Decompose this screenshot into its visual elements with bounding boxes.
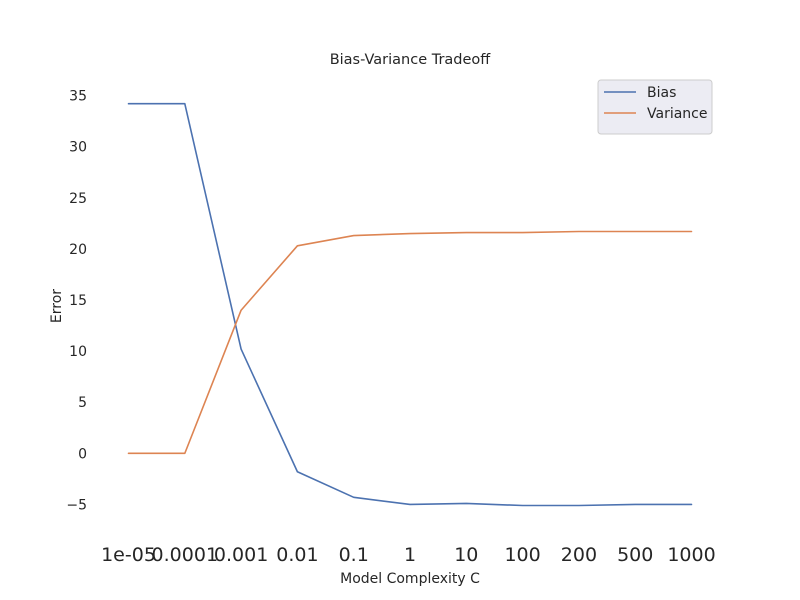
legend-label-variance: Variance (647, 106, 707, 122)
x-axis-label: Model Complexity C (340, 571, 480, 587)
series-line-variance (127, 230, 693, 455)
y-tick-label: 10 (69, 344, 87, 360)
x-tick-label: 500 (617, 544, 653, 566)
y-tick-label: 0 (78, 446, 87, 462)
legend: Bias Variance (597, 79, 713, 135)
y-tick-label: 15 (69, 293, 87, 309)
x-tick-label: 1e-05 (101, 544, 156, 566)
y-axis-label: Error (49, 289, 65, 323)
x-tick-label: 0.0001 (152, 544, 218, 566)
y-tick-label: 35 (69, 89, 87, 105)
x-tick-label: 100 (504, 544, 540, 566)
y-tick-label: −5 (66, 497, 87, 513)
x-tick-label: 1 (404, 544, 416, 566)
y-tick-label: 25 (69, 191, 87, 207)
legend-box (597, 79, 713, 135)
series-line-bias (127, 102, 693, 507)
x-tick-label: 0.01 (276, 544, 318, 566)
y-tick-label: 5 (78, 395, 87, 411)
x-tick-label: 1000 (667, 544, 715, 566)
y-axis-ticks: −5 0 5 10 15 20 25 30 35 (66, 89, 87, 514)
y-tick-label: 30 (69, 140, 87, 156)
x-tick-label: 0.001 (214, 544, 268, 566)
chart-title: Bias-Variance Tradeoff (330, 52, 492, 68)
legend-label-bias: Bias (647, 85, 676, 101)
x-tick-label: 200 (561, 544, 597, 566)
series-layer (127, 102, 693, 507)
y-tick-label: 20 (69, 242, 87, 258)
x-tick-label: 10 (454, 544, 478, 566)
x-tick-label: 0.1 (339, 544, 369, 566)
